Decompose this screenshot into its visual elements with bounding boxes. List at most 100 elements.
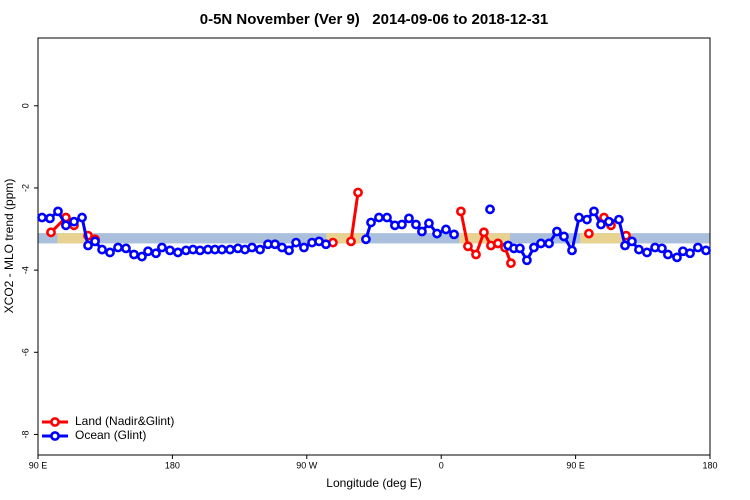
data-point [366, 217, 376, 228]
data-point [567, 245, 577, 256]
data-point [529, 242, 539, 253]
data-point [693, 242, 703, 253]
data-point [90, 236, 100, 247]
x-axis-label: Longitude (deg E) [326, 476, 421, 490]
reference-band [38, 233, 710, 244]
x-tick-label: 180 [165, 460, 180, 470]
legend-marker [50, 417, 60, 427]
data-point [514, 243, 525, 254]
data-point [225, 244, 235, 255]
data-point [61, 220, 71, 231]
data-point [397, 219, 407, 230]
plot-frame [37, 37, 711, 456]
data-point [374, 212, 384, 223]
data-point [45, 213, 55, 224]
data-point [493, 238, 503, 249]
data-point [614, 214, 624, 225]
land-span [580, 233, 628, 244]
data-point [626, 236, 637, 247]
data-point [441, 224, 451, 235]
data-point [604, 216, 614, 227]
y-tick-label: -6 [20, 348, 30, 356]
data-point [432, 228, 442, 239]
data-point [685, 248, 695, 259]
data-point [361, 234, 371, 245]
data-point [137, 251, 147, 262]
data-point [129, 249, 139, 260]
data-point [662, 249, 673, 260]
data-point [485, 204, 495, 215]
data-point [157, 242, 167, 253]
data-point [456, 206, 466, 217]
legend-marker [50, 431, 60, 441]
data-point [672, 252, 682, 263]
land-span [57, 233, 91, 244]
data-point [552, 226, 562, 237]
data-point [121, 243, 131, 254]
data-point [620, 240, 630, 251]
data-point [247, 242, 257, 253]
data-point [522, 255, 532, 266]
land-span [326, 233, 364, 244]
data-point [544, 238, 554, 249]
data-point [583, 228, 594, 239]
x-tick-label: 0 [439, 460, 444, 470]
data-point [417, 226, 427, 237]
data-point [97, 244, 107, 255]
data-point [589, 206, 599, 217]
data-point [506, 258, 516, 269]
legend-label: Ocean (Glint) [75, 428, 146, 442]
data-point [582, 214, 592, 225]
y-axis-label: XCO2 - MLO trend (ppm) [2, 179, 16, 314]
chart-title: 0-5N November (Ver 9) 2014-09-06 to 2018… [200, 11, 549, 28]
data-point [471, 249, 481, 260]
data-point [143, 246, 153, 257]
data-point [701, 245, 711, 256]
data-point [642, 247, 652, 258]
data-point [321, 239, 331, 250]
data-point [151, 248, 161, 259]
data-point [77, 212, 87, 223]
data-point [479, 227, 489, 238]
data-point [46, 227, 56, 238]
legend-label: Land (Nadir&Glint) [75, 414, 174, 428]
data-point [173, 247, 183, 258]
data-point [424, 218, 434, 229]
data-point [411, 219, 421, 230]
y-tick-label: -8 [20, 430, 30, 438]
data-point [634, 244, 644, 255]
data-point [657, 243, 667, 254]
data-point [346, 236, 356, 247]
data-point [559, 231, 569, 242]
x-tick-label: 90 E [29, 460, 48, 470]
land-span [459, 233, 510, 244]
data-point [53, 206, 63, 217]
data-point [404, 213, 414, 224]
data-point [463, 241, 473, 252]
data-point [113, 242, 123, 253]
data-point [291, 237, 301, 248]
data-point [596, 219, 606, 230]
data-point [536, 238, 546, 249]
data-point [83, 240, 93, 251]
data-point [353, 187, 363, 198]
y-tick-label: 0 [20, 103, 30, 108]
data-point [195, 245, 205, 256]
data-point [69, 216, 79, 227]
data-point [299, 242, 309, 253]
data-point [255, 244, 265, 255]
data-point [284, 245, 294, 256]
x-tick-label: 90 E [566, 460, 585, 470]
data-point [37, 212, 47, 223]
x-tick-label: 180 [702, 460, 717, 470]
data-point [449, 229, 459, 240]
data-point [217, 244, 227, 255]
y-tick-label: -2 [20, 184, 30, 192]
y-tick-label: -4 [20, 266, 30, 274]
data-point [105, 247, 115, 258]
data-point [165, 245, 175, 256]
data-point [574, 212, 584, 223]
x-tick-label: 90 W [296, 460, 318, 470]
